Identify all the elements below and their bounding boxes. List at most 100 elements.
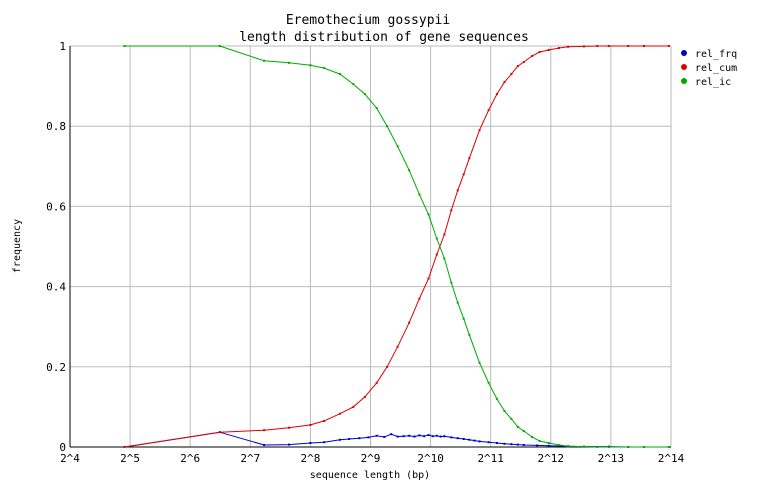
data-point-rel_frq — [383, 435, 386, 438]
data-point-rel_frq — [456, 437, 459, 440]
data-point-rel_ic — [495, 397, 498, 400]
data-point-rel_cum — [363, 395, 366, 398]
data-point-rel_frq — [309, 441, 312, 444]
data-point-rel_frq — [450, 436, 453, 439]
data-point-rel_cum — [468, 157, 471, 160]
series-line-rel_ic — [124, 45, 669, 448]
legend-label-rel_cum: rel_cum — [695, 63, 737, 74]
data-point-rel_ic — [522, 429, 525, 432]
data-point-rel_ic — [503, 409, 506, 412]
data-point-rel_frq — [402, 435, 405, 438]
legend: rel_frq rel_cum rel_ic — [681, 49, 737, 88]
grid — [69, 45, 672, 448]
data-point-rel_ic — [487, 381, 490, 384]
data-point-rel_ic — [427, 213, 430, 216]
data-point-rel_frq — [338, 438, 341, 441]
data-point-rel_frq — [396, 435, 399, 438]
data-point-rel_ic — [418, 193, 421, 196]
y-axis-label: frequency — [12, 219, 23, 273]
data-point-rel_ic — [468, 333, 471, 336]
data-point-rel_frq — [418, 434, 421, 437]
data-point-rel_frq — [439, 435, 442, 438]
data-point-rel_ic — [627, 446, 630, 448]
legend-marker-rel_ic — [681, 78, 687, 84]
x-tick-label: 2^11 — [477, 452, 504, 465]
data-point-rel_ic — [396, 145, 399, 148]
series-rel_ic — [123, 45, 670, 448]
x-tick-label: 2^13 — [598, 452, 625, 465]
x-tick-label: 2^9 — [361, 452, 381, 465]
data-point-rel_ic — [516, 425, 519, 428]
data-point-rel_ic — [478, 361, 481, 364]
data-point-rel_cum — [522, 61, 525, 64]
x-tick-label: 2^8 — [300, 452, 320, 465]
data-point-rel_cum — [516, 65, 519, 68]
y-tick-label: 1 — [59, 40, 66, 53]
data-point-rel_frq — [408, 434, 411, 437]
data-point-rel_ic — [607, 446, 610, 448]
data-point-rel_ic — [456, 301, 459, 304]
y-tick-label: 0.8 — [46, 120, 66, 133]
x-tick-label: 2^12 — [538, 452, 565, 465]
data-point-rel_cum — [557, 47, 560, 50]
y-tick-label: 0.4 — [46, 281, 66, 294]
data-point-rel_cum — [627, 45, 630, 47]
data-point-rel_cum — [352, 405, 355, 408]
data-point-rel_ic — [323, 67, 326, 70]
series-rel_frq — [123, 431, 670, 448]
x-tick-label: 2^7 — [240, 452, 260, 465]
data-point-rel_ic — [218, 45, 221, 47]
data-point-rel_cum — [338, 412, 341, 415]
data-point-rel_ic — [450, 281, 453, 284]
data-point-rel_frq — [431, 435, 434, 438]
data-point-rel_ic — [408, 169, 411, 172]
data-point-rel_cum — [443, 233, 446, 236]
legend-marker-rel_frq — [681, 50, 687, 56]
data-point-rel_ic — [443, 257, 446, 260]
data-point-rel_frq — [348, 437, 351, 440]
data-point-rel_cum — [450, 209, 453, 212]
data-point-rel_cum — [386, 365, 389, 368]
data-point-rel_frq — [323, 441, 326, 444]
data-point-rel_frq — [423, 435, 426, 438]
data-point-rel_cum — [263, 429, 266, 432]
data-point-rel_cum — [218, 431, 221, 434]
data-point-rel_cum — [607, 45, 610, 47]
data-point-rel_frq — [462, 437, 465, 440]
data-point-rel_cum — [462, 173, 465, 176]
data-point-rel_ic — [287, 61, 290, 64]
data-point-rel_ic — [363, 93, 366, 96]
data-point-rel_ic — [567, 445, 570, 448]
data-point-rel_frq — [547, 444, 550, 447]
series-line-rel_frq — [124, 431, 669, 448]
data-point-rel_ic — [557, 443, 560, 446]
data-point-rel_cum — [435, 253, 438, 256]
data-point-rel_cum — [547, 49, 550, 52]
data-point-rel_frq — [263, 443, 266, 446]
y-tick-label: 0.2 — [46, 361, 66, 374]
data-point-rel_cum — [567, 45, 570, 48]
data-point-rel_frq — [522, 443, 525, 446]
legend-marker-rel_cum — [681, 64, 687, 70]
data-point-rel_frq — [427, 433, 430, 436]
data-point-rel_cum — [510, 73, 513, 76]
data-point-rel_cum — [408, 321, 411, 324]
data-point-rel_cum — [582, 45, 585, 48]
data-point-rel_cum — [396, 345, 399, 348]
data-point-rel_ic — [309, 64, 312, 67]
legend-label-rel_ic: rel_ic — [695, 77, 731, 88]
series — [123, 45, 670, 448]
data-point-rel_ic — [435, 237, 438, 240]
y-tick-label: 0 — [59, 441, 66, 454]
chart-title: Eremothecium gossypii — [286, 13, 450, 28]
data-point-rel_cum — [667, 45, 670, 47]
data-point-rel_cum — [503, 81, 506, 84]
data-point-rel_cum — [642, 45, 645, 47]
data-point-rel_frq — [510, 443, 513, 446]
y-tick-label: 0.6 — [46, 200, 66, 213]
data-point-rel_cum — [456, 189, 459, 192]
data-point-rel_ic — [531, 435, 534, 438]
data-point-rel_frq — [435, 434, 438, 437]
series-line-rel_cum — [124, 45, 669, 448]
